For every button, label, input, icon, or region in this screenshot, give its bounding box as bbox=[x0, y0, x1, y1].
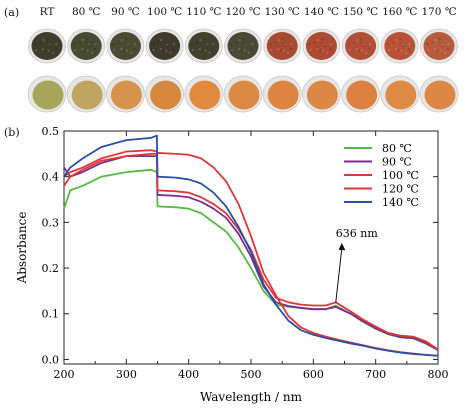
sample-dish-top bbox=[106, 28, 145, 64]
sample-dish-top bbox=[145, 28, 184, 64]
y-tick-label: 0.1 bbox=[42, 308, 60, 321]
temperature-label: 120 ℃ bbox=[225, 6, 261, 18]
temperature-label: 160 ℃ bbox=[382, 6, 418, 18]
sample-dish-bottom bbox=[27, 75, 67, 113]
temperature-label: 80 ℃ bbox=[71, 6, 101, 18]
series-line bbox=[63, 134, 439, 357]
x-tick-label: 200 bbox=[54, 368, 75, 381]
legend-label: 80 ℃ bbox=[382, 142, 412, 155]
annotation-label: 636 nm bbox=[336, 227, 379, 240]
legend-label: 100 ℃ bbox=[382, 169, 419, 182]
x-tick-label: 300 bbox=[116, 368, 137, 381]
legend-label: 90 ℃ bbox=[382, 156, 412, 169]
sample-dish-bottom bbox=[419, 75, 459, 113]
x-tick-label: 700 bbox=[365, 368, 386, 381]
sample-photo bbox=[27, 28, 459, 113]
temperature-label: RT bbox=[39, 6, 55, 18]
sample-dish-bottom bbox=[145, 75, 185, 113]
sample-dish-bottom bbox=[301, 75, 341, 113]
temperature-label: 100 ℃ bbox=[147, 6, 183, 18]
sample-dish-bottom bbox=[105, 75, 145, 113]
x-axis-label: Wavelength / nm bbox=[200, 390, 303, 404]
annotation-arrow-head bbox=[338, 242, 346, 251]
y-tick-label: 0.3 bbox=[42, 216, 60, 229]
y-tick-label: 0.0 bbox=[42, 353, 60, 366]
temperature-label: 170 ℃ bbox=[421, 6, 457, 18]
sample-dish-bottom bbox=[66, 75, 106, 113]
sample-dish-top bbox=[420, 28, 458, 64]
temperature-label: 130 ℃ bbox=[264, 6, 300, 18]
x-tick-label: 600 bbox=[303, 368, 324, 381]
temperature-label: 110 ℃ bbox=[186, 6, 222, 18]
sample-dish-bottom bbox=[380, 75, 420, 113]
y-tick-label: 0.5 bbox=[42, 125, 60, 138]
legend-label: 140 ℃ bbox=[382, 196, 419, 209]
sample-dish-top bbox=[67, 28, 106, 64]
legend-label: 120 ℃ bbox=[382, 183, 419, 196]
panel-b-label: (b) bbox=[4, 126, 20, 139]
y-axis-label: Absorbance bbox=[15, 212, 29, 285]
y-tick-label: 0.2 bbox=[42, 262, 60, 275]
panel-a-label: (a) bbox=[4, 6, 20, 19]
sample-dish-bottom bbox=[223, 75, 263, 113]
sample-dish-bottom bbox=[262, 75, 302, 113]
sample-dish-top bbox=[302, 28, 341, 64]
annotation-arrow-line bbox=[335, 248, 343, 303]
sample-dish-top bbox=[341, 28, 380, 64]
sample-dish-bottom bbox=[341, 75, 381, 113]
sample-dish-bottom bbox=[184, 75, 224, 113]
temperature-label: 150 ℃ bbox=[343, 6, 379, 18]
sample-dish-top bbox=[263, 28, 302, 64]
sample-dish-top bbox=[184, 28, 223, 64]
x-tick-label: 800 bbox=[428, 368, 449, 381]
x-tick-label: 400 bbox=[178, 368, 199, 381]
sample-dish-top bbox=[224, 28, 262, 64]
temperature-label: 90 ℃ bbox=[111, 6, 140, 18]
series-line bbox=[63, 155, 439, 351]
x-tick-label: 500 bbox=[241, 368, 262, 381]
temperature-label: 140 ℃ bbox=[303, 6, 339, 18]
sample-dish-top bbox=[28, 28, 66, 64]
y-tick-label: 0.4 bbox=[42, 171, 60, 184]
series-line bbox=[63, 152, 439, 351]
sample-dish-top bbox=[380, 28, 419, 64]
